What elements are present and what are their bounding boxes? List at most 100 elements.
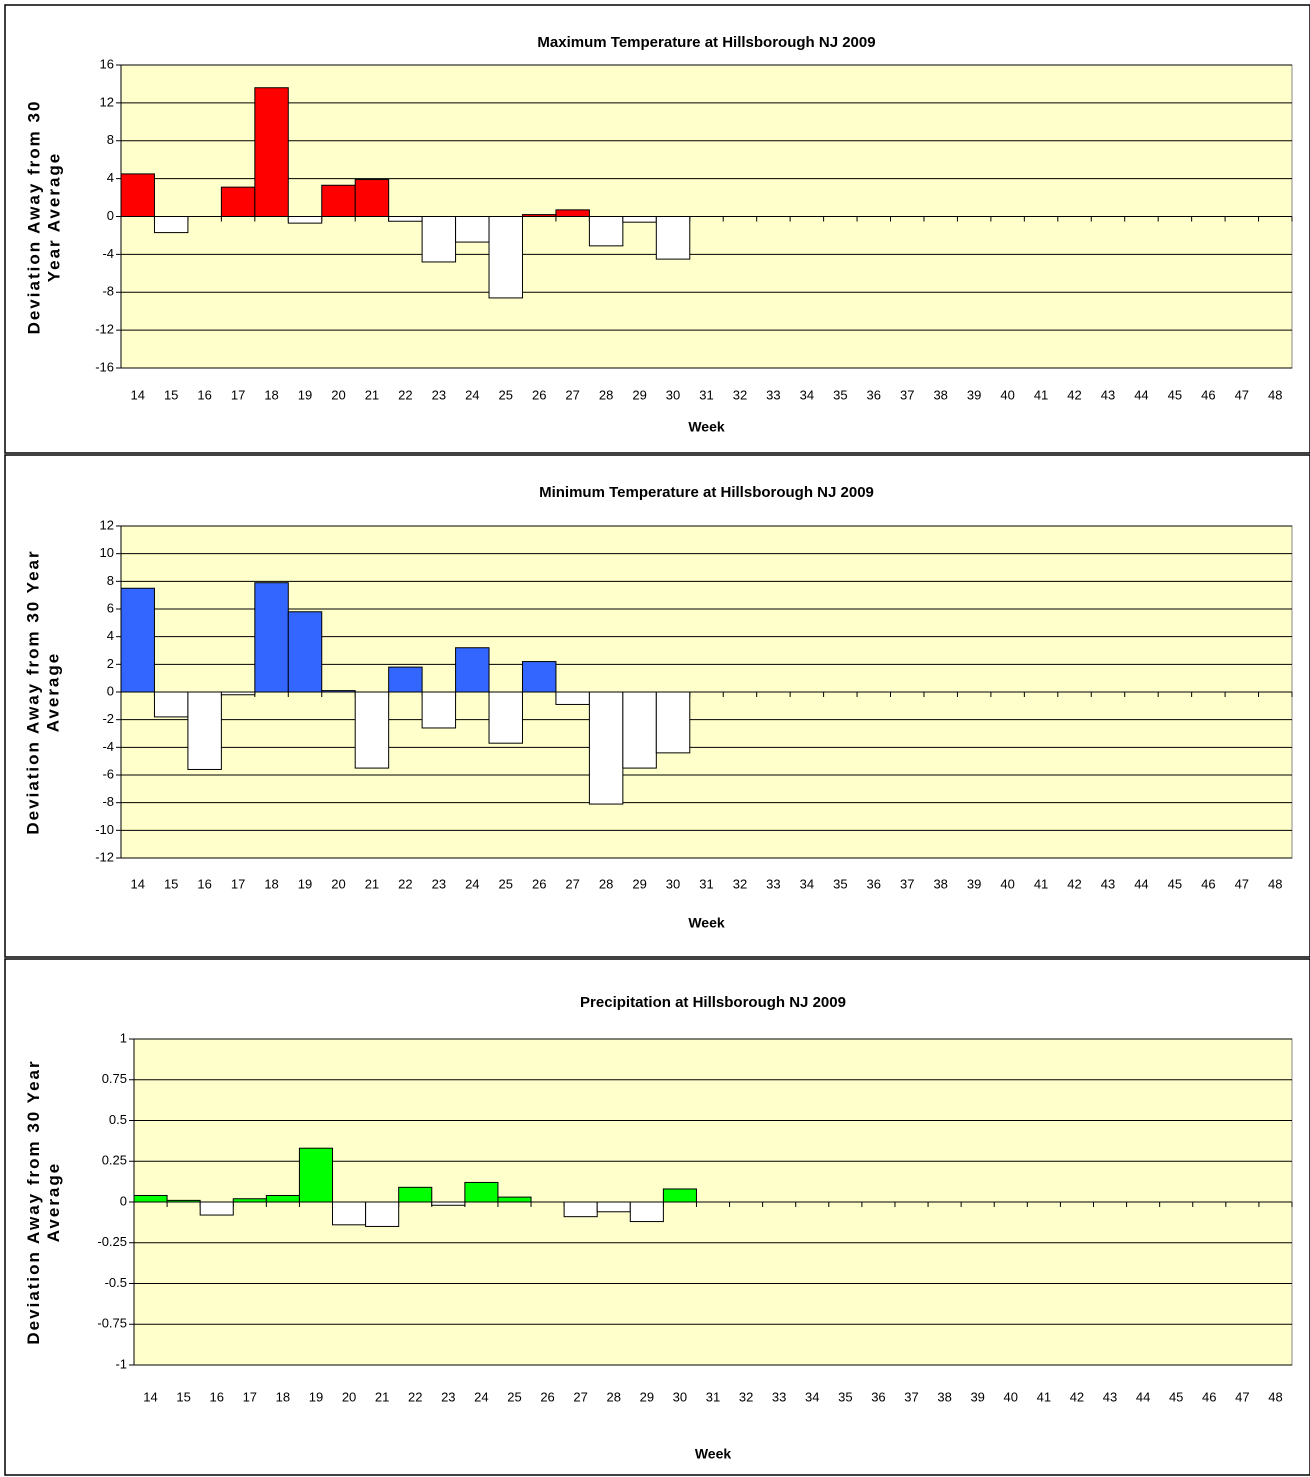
x-tick-label: 48 — [1268, 387, 1282, 402]
y-tick-label: 0 — [107, 683, 114, 698]
bar — [455, 647, 490, 693]
bar — [488, 691, 523, 744]
bar — [388, 666, 423, 693]
x-tick-label: 22 — [408, 1389, 422, 1404]
bar — [398, 1186, 433, 1203]
x-tick-label: 23 — [432, 387, 446, 402]
x-tick-label: 18 — [264, 387, 278, 402]
x-tick-label: 27 — [565, 387, 579, 402]
chart-title: Minimum Temperature at Hillsborough NJ 2… — [539, 484, 874, 501]
x-tick-label: 47 — [1235, 387, 1249, 402]
bar — [622, 691, 657, 769]
x-tick-label: 25 — [499, 387, 513, 402]
x-tick-label: 44 — [1136, 1389, 1150, 1404]
y-tick-label: 12 — [100, 517, 114, 532]
x-tick-label: 26 — [532, 387, 546, 402]
x-tick-label: 30 — [666, 876, 680, 891]
x-tick-label: 42 — [1067, 387, 1081, 402]
y-tick-label: -12 — [95, 849, 114, 864]
bar — [153, 691, 189, 718]
x-tick-label: 17 — [231, 387, 245, 402]
x-tick-label: 30 — [673, 1389, 687, 1404]
bar — [365, 1201, 400, 1227]
x-tick-label: 27 — [565, 876, 579, 891]
bar — [120, 587, 155, 693]
bar — [187, 691, 222, 770]
bar — [388, 216, 423, 222]
x-tick-label: 26 — [540, 1389, 554, 1404]
x-tick-label: 20 — [331, 387, 345, 402]
bar — [421, 216, 457, 263]
x-tick-label: 19 — [298, 387, 312, 402]
x-tick-label: 34 — [800, 876, 814, 891]
bar — [629, 1201, 664, 1223]
bar — [265, 1194, 300, 1203]
x-tick-label: 45 — [1168, 387, 1182, 402]
y-tick-label: -12 — [95, 322, 114, 337]
bar — [497, 1196, 532, 1203]
bar — [220, 186, 256, 218]
x-tick-label: 31 — [699, 876, 713, 891]
bar — [655, 216, 691, 260]
x-tick-label: 26 — [532, 876, 546, 891]
x-tick-label: 29 — [640, 1389, 654, 1404]
x-tick-label: 43 — [1101, 876, 1115, 891]
x-tick-label: 28 — [607, 1389, 621, 1404]
x-tick-label: 20 — [331, 876, 345, 891]
y-tick-label: -0.5 — [105, 1275, 127, 1290]
x-tick-label: 44 — [1134, 387, 1148, 402]
x-tick-label: 33 — [772, 1389, 786, 1404]
bar — [199, 1201, 234, 1216]
x-tick-label: 16 — [197, 387, 211, 402]
y-tick-label: 12 — [100, 94, 114, 109]
x-tick-label: 18 — [264, 876, 278, 891]
x-tick-label: 38 — [933, 876, 947, 891]
y-axis-title: Deviation Away from 30 Year Average — [24, 99, 63, 334]
y-tick-label: -8 — [102, 284, 114, 299]
x-tick-label: 21 — [365, 387, 379, 402]
x-tick-label: 32 — [739, 1389, 753, 1404]
x-tick-label: 38 — [933, 387, 947, 402]
bar — [655, 691, 691, 754]
x-tick-label: 16 — [197, 876, 211, 891]
y-tick-label: 8 — [107, 573, 114, 588]
x-tick-label: 45 — [1169, 1389, 1183, 1404]
y-tick-label: 10 — [100, 545, 114, 560]
bar — [455, 216, 490, 243]
x-tick-label: 37 — [904, 1389, 918, 1404]
x-tick-label: 34 — [805, 1389, 819, 1404]
x-tick-label: 14 — [143, 1389, 157, 1404]
panel-border — [4, 4, 1310, 454]
y-tick-label: 0 — [107, 208, 114, 223]
x-tick-label: 43 — [1103, 1389, 1117, 1404]
x-tick-label: 46 — [1202, 1389, 1216, 1404]
x-tick-label: 28 — [599, 387, 613, 402]
bar — [563, 1201, 598, 1218]
x-tick-label: 21 — [365, 876, 379, 891]
x-tick-label: 19 — [298, 876, 312, 891]
x-tick-label: 35 — [833, 876, 847, 891]
bar — [488, 216, 523, 299]
x-tick-label: 27 — [573, 1389, 587, 1404]
bar — [662, 1188, 697, 1203]
x-tick-label: 33 — [766, 387, 780, 402]
x-tick-label: 39 — [967, 876, 981, 891]
x-tick-label: 19 — [309, 1389, 323, 1404]
bar — [354, 691, 390, 769]
bar — [354, 179, 390, 217]
x-tick-label: 24 — [474, 1389, 488, 1404]
x-tick-label: 28 — [599, 876, 613, 891]
chart-title: Maximum Temperature at Hillsborough NJ 2… — [537, 34, 875, 51]
bar — [588, 691, 624, 805]
bar — [421, 691, 457, 729]
y-tick-label: -2 — [102, 711, 114, 726]
x-tick-label: 40 — [1000, 387, 1014, 402]
x-tick-label: 46 — [1201, 387, 1215, 402]
x-tick-label: 24 — [465, 876, 479, 891]
bar — [321, 184, 356, 218]
x-tick-label: 31 — [699, 387, 713, 402]
bar — [521, 661, 557, 693]
x-tick-label: 36 — [867, 387, 881, 402]
x-tick-label: 45 — [1168, 876, 1182, 891]
